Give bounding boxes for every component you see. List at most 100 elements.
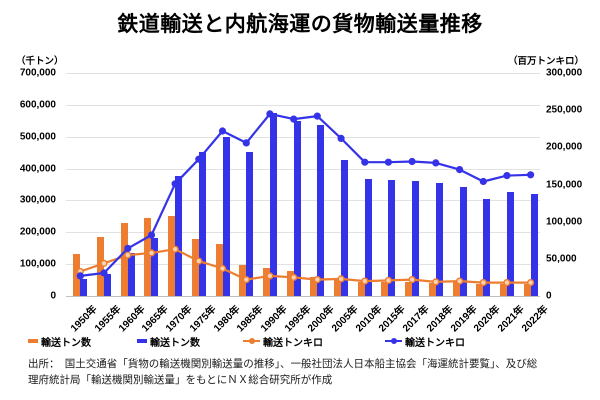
legend-label: 輸送トンキロ — [405, 337, 465, 349]
point-ship-1970年 — [171, 180, 179, 188]
bar-rail-1985年 — [239, 265, 247, 296]
legend-label: 輸送トン数 — [41, 337, 91, 349]
point-rail-2010年 — [361, 277, 369, 285]
point-rail-1955年 — [100, 259, 108, 267]
plot-area — [66, 73, 540, 297]
left-axis-tick: 200,000 — [19, 226, 56, 238]
bar-ship-2022年 — [530, 193, 538, 296]
point-ship-2020年 — [479, 177, 487, 186]
bar-ship-2019年 — [459, 187, 467, 296]
bar-ship-2005年 — [341, 160, 349, 296]
bar-ship-1965年 — [151, 238, 159, 296]
bar-ship-1960年 — [127, 252, 135, 296]
line-series — [76, 110, 535, 287]
point-rail-1990年 — [266, 272, 274, 280]
right-axis-tick: 150,000 — [546, 179, 583, 190]
right-axis-tick: 50,000 — [546, 253, 577, 265]
bar-rail-2022年 — [523, 283, 531, 296]
bar-ship-2010年 — [364, 179, 372, 296]
bar-rail-2019年 — [452, 282, 460, 296]
bar-ship-1975年 — [198, 152, 206, 296]
legend-label: 輸送トン数 — [150, 337, 200, 349]
point-ship-2010年 — [361, 158, 369, 166]
point-rail-1975年 — [195, 257, 203, 265]
point-ship-2005年 — [337, 134, 345, 143]
bar-rail-1960年 — [120, 223, 128, 296]
legend: 輸送トン数 輸送トン数 輸送トンキロ 輸送トンキロ — [0, 335, 600, 349]
bar-ship-1950年 — [80, 279, 88, 296]
bar-ship-2000年 — [317, 124, 325, 296]
point-rail-2022年 — [527, 279, 535, 287]
point-rail-2020年 — [479, 279, 487, 287]
point-ship-2017年 — [408, 157, 416, 166]
left-axis-tick: 600,000 — [19, 99, 56, 111]
point-rail-1985年 — [242, 276, 250, 284]
gridline — [66, 73, 540, 74]
chart-title: 鉄道輸送と内航海運の貨物輸送量推移 — [117, 13, 483, 36]
bar-ship-1990年 — [269, 112, 277, 296]
bar-ship-2018年 — [435, 183, 443, 296]
bar-rail-1965年 — [144, 218, 152, 296]
bar-rail-2015年 — [381, 282, 389, 296]
point-rail-2021年 — [503, 279, 511, 287]
gridline — [66, 200, 540, 202]
bar-rail-1955年 — [97, 237, 105, 296]
point-ship-1985年 — [242, 139, 250, 147]
gridline — [66, 136, 540, 138]
bar-ship-1995年 — [293, 121, 301, 296]
point-rail-2000年 — [313, 276, 321, 284]
right-axis-tick: 100,000 — [546, 216, 583, 228]
bar-ship-1955年 — [104, 274, 112, 296]
left-axis-tick: 500,000 — [19, 131, 56, 143]
gridline — [66, 232, 540, 234]
point-ship-1980年 — [218, 127, 227, 135]
gridline — [66, 264, 540, 266]
bar-ship-2020年 — [483, 198, 491, 296]
left-axis-tick: 100,000 — [19, 258, 56, 270]
point-ship-1990年 — [266, 110, 274, 118]
left-axis-tick: 400,000 — [19, 163, 56, 175]
source-line: 出所： 国土交通省「貨物の輸送機関別輸送量の推移」、一般社団法人日本船主協会「海… — [28, 358, 538, 370]
point-ship-1965年 — [147, 231, 156, 239]
bar-rail-2000年 — [310, 277, 318, 296]
bar-rail-2017年 — [405, 281, 413, 296]
point-ship-2015年 — [384, 158, 393, 166]
legend-item-0: 輸送トン数 — [28, 335, 91, 349]
bar-ship-2015年 — [388, 179, 396, 296]
point-rail-1980年 — [218, 264, 227, 273]
point-rail-1960年 — [124, 251, 132, 259]
bar-rail-1980年 — [215, 244, 223, 296]
line-ship-tonkm — [80, 112, 531, 277]
point-ship-1950年 — [76, 272, 84, 280]
point-rail-1970年 — [171, 245, 179, 253]
point-ship-2021年 — [503, 171, 511, 180]
bar-ship-1980年 — [222, 136, 230, 296]
point-ship-2000年 — [313, 112, 321, 120]
point-ship-1995年 — [290, 115, 298, 123]
bar-rail-2005年 — [334, 279, 342, 296]
bar-rail-1995年 — [286, 270, 294, 296]
point-ship-2018年 — [432, 159, 440, 167]
right-axis-tick: 250,000 — [546, 104, 583, 116]
source-line: 理府統計局「輸送機関別輸送量」をもとにＮＸ総合研究所が作成 — [28, 374, 333, 386]
bar-ship-1985年 — [246, 152, 254, 296]
left-axis-unit-label: （千トン） — [16, 56, 64, 67]
legend-item-1: 輸送トン数 — [137, 335, 200, 349]
legend-bar-swatch-icon — [137, 339, 147, 343]
legend-item-2: 輸送トンキロ — [243, 335, 323, 349]
gridline — [66, 168, 540, 170]
point-ship-1955年 — [100, 269, 108, 277]
point-ship-1960年 — [124, 244, 132, 253]
left-axis-tick: 0 — [50, 290, 56, 302]
point-rail-2017年 — [408, 276, 416, 284]
right-axis-tick: 0 — [546, 290, 552, 302]
point-ship-2019年 — [456, 165, 464, 174]
left-axis-tick: 700,000 — [19, 67, 56, 79]
gridline — [66, 104, 540, 106]
point-rail-1995年 — [290, 273, 298, 282]
bar-ship-2017年 — [412, 181, 420, 296]
bar-rail-1970年 — [168, 216, 176, 296]
legend-item-3: 輸送トンキロ — [385, 335, 465, 349]
right-axis-tick: 300,000 — [546, 67, 583, 79]
